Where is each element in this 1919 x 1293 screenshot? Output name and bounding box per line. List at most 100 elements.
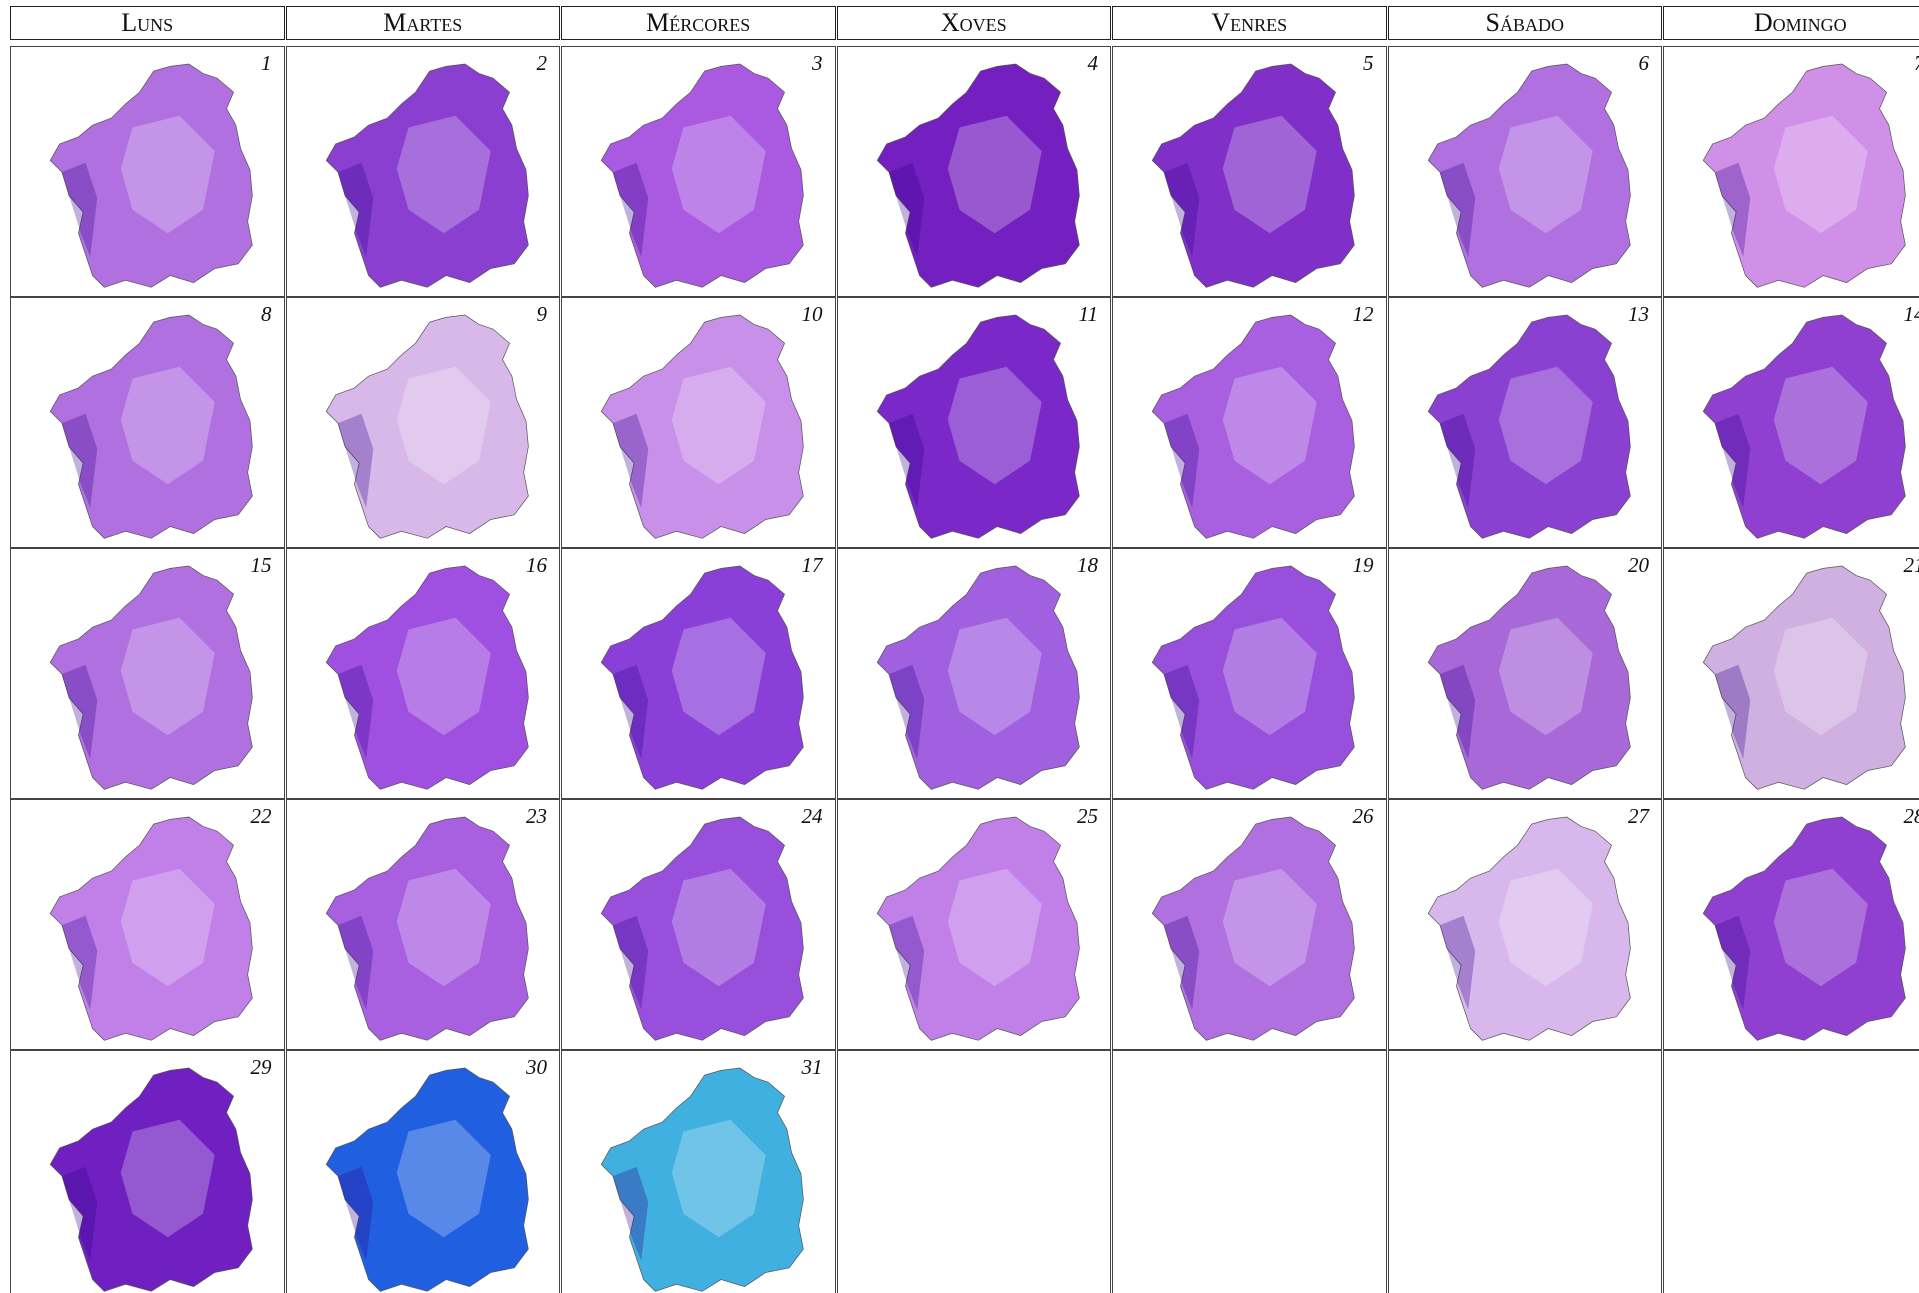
weekday-header: Sábado <box>1387 6 1662 40</box>
day-number: 5 <box>1363 51 1374 75</box>
map-image <box>49 63 253 288</box>
map-image <box>876 565 1080 790</box>
map-image <box>600 1067 804 1292</box>
map-shade <box>396 115 491 234</box>
map-region <box>325 565 529 790</box>
day-cell: 22 <box>10 799 285 1050</box>
map-shade <box>1715 162 1751 257</box>
map-image <box>325 314 529 539</box>
day-number: 10 <box>801 302 823 326</box>
day-number: 18 <box>1077 553 1098 577</box>
map-image <box>325 1067 529 1292</box>
day-cell: 15 <box>10 548 285 799</box>
map-region <box>876 63 1080 288</box>
map-image <box>1702 565 1906 790</box>
map-region <box>600 314 804 539</box>
day-cell: 25 <box>836 799 1111 1050</box>
map-image <box>1151 565 1355 790</box>
weekday-header: Martes <box>285 6 560 40</box>
map-shade <box>671 868 766 987</box>
map-image <box>1702 63 1906 288</box>
map-image <box>1427 63 1631 288</box>
map-shade <box>671 617 766 736</box>
day-number: 31 <box>801 1055 823 1079</box>
map-region <box>1427 565 1631 790</box>
map-region <box>325 314 529 539</box>
map-shade <box>337 413 373 508</box>
day-number: 22 <box>250 804 272 828</box>
map-shade <box>613 664 649 759</box>
map-region <box>325 816 529 1041</box>
weekday-header: Xoves <box>836 6 1111 40</box>
map-shade <box>1498 868 1593 987</box>
day-number: 14 <box>1903 302 1919 326</box>
day-cell: 19 <box>1112 548 1387 799</box>
map-region <box>600 816 804 1041</box>
map-image <box>876 816 1080 1041</box>
day-cell: 30 <box>285 1050 560 1293</box>
map-shade <box>337 162 373 257</box>
map-shade <box>947 868 1042 987</box>
map-shade <box>1222 868 1317 987</box>
map-image <box>600 816 804 1041</box>
day-cell: 10 <box>561 297 836 548</box>
map-region <box>49 314 253 539</box>
map-region <box>325 1067 529 1292</box>
day-cell: 20 <box>1387 548 1662 799</box>
weekday-header: Mércores <box>561 6 836 40</box>
day-number: 3 <box>812 51 823 75</box>
day-number: 7 <box>1914 51 1919 76</box>
map-shade <box>396 868 491 987</box>
day-number: 20 <box>1628 553 1649 577</box>
day-number: 11 <box>1078 302 1098 326</box>
map-region <box>1702 63 1906 288</box>
day-number: 30 <box>526 1055 547 1079</box>
map-shade <box>671 366 766 485</box>
map-shade <box>120 366 215 485</box>
map-region <box>49 565 253 790</box>
map-shade <box>613 162 649 257</box>
map-region <box>49 1067 253 1292</box>
day-cell: 5 <box>1112 46 1387 297</box>
map-region <box>1151 63 1355 288</box>
map-image <box>600 565 804 790</box>
map-shade <box>120 617 215 736</box>
map-shade <box>888 162 924 257</box>
day-cell: 3 <box>561 46 836 297</box>
map-region <box>876 565 1080 790</box>
map-shade <box>120 1119 215 1238</box>
day-number: 26 <box>1352 804 1374 828</box>
map-shade <box>947 366 1042 485</box>
map-image <box>1151 314 1355 539</box>
map-shade <box>671 115 766 234</box>
map-image <box>876 314 1080 539</box>
day-number: 24 <box>801 804 823 828</box>
map-shade <box>1439 413 1475 508</box>
map-shade <box>947 617 1042 736</box>
map-shade <box>337 1166 373 1261</box>
day-cell: 31 <box>561 1050 836 1293</box>
map-image <box>325 63 529 288</box>
map-region <box>1702 314 1906 539</box>
day-number: 4 <box>1087 51 1099 75</box>
map-image <box>325 816 529 1041</box>
day-number: 9 <box>536 302 548 326</box>
day-number: 29 <box>250 1055 272 1079</box>
day-cell: 12 <box>1112 297 1387 548</box>
map-shade <box>1773 868 1868 987</box>
map-image <box>325 565 529 790</box>
map-shade <box>1222 617 1317 736</box>
day-number: 17 <box>801 553 823 577</box>
day-cell <box>1112 1050 1387 1293</box>
day-number: 15 <box>250 553 272 577</box>
map-image <box>49 816 253 1041</box>
day-cell: 27 <box>1387 799 1662 1050</box>
map-shade <box>1498 617 1593 736</box>
day-cell: 14 <box>1663 297 1919 548</box>
map-shade <box>120 115 215 234</box>
map-region <box>876 816 1080 1041</box>
map-image <box>49 1067 253 1292</box>
map-image <box>49 565 253 790</box>
day-cell: 13 <box>1387 297 1662 548</box>
weekday-header: Domingo <box>1663 6 1919 40</box>
